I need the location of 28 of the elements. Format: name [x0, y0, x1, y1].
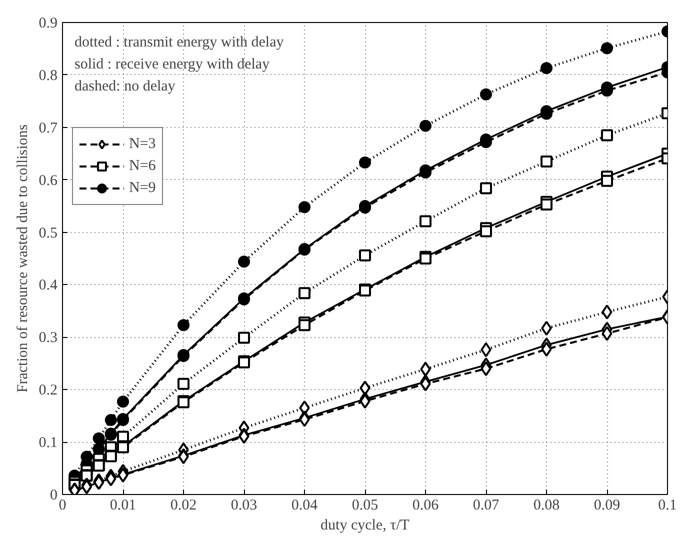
x-tick-label: 0.01	[110, 498, 136, 514]
x-axis-title: duty cycle, τ/T	[320, 518, 410, 534]
y-tick-label: 0.9	[38, 16, 58, 32]
y-tick-label: 0.7	[38, 120, 58, 136]
y-tick-label: 0.2	[38, 382, 58, 399]
y-tick-label: 0.1	[38, 435, 58, 452]
x-tick-label: 0.08	[533, 498, 560, 514]
x-tick-label: 0.03	[230, 498, 258, 514]
annotation: dashed: no delay	[74, 78, 176, 94]
x-tick-label: 0.05	[352, 498, 378, 514]
y-tick-label: 0.8	[38, 68, 58, 84]
legend-label: N=6	[129, 158, 156, 174]
y-tick-label: 0.4	[38, 278, 58, 294]
x-tick-label: 0.02	[170, 498, 197, 514]
y-tick-label: 0.5	[38, 225, 58, 242]
x-tick-label: 0.07	[472, 498, 500, 514]
x-tick-label: 0.1	[658, 498, 677, 514]
x-tick-label: 0.04	[291, 498, 318, 514]
legend-label: N=9	[129, 180, 156, 196]
y-tick-label: 0	[50, 488, 58, 504]
legend-label: N=3	[129, 136, 156, 152]
x-tick-label: 0.06	[412, 498, 440, 514]
y-tick-label: 0.6	[38, 172, 58, 189]
annotation: solid : receive energy with delay	[74, 56, 270, 72]
y-axis-title: Fraction of resource wasted due to collisions	[14, 124, 31, 393]
y-tick-label: 0.3	[38, 330, 58, 346]
annotation: dotted : transmit energy with delay	[74, 34, 284, 50]
x-tick-label: 0.09	[594, 498, 620, 514]
